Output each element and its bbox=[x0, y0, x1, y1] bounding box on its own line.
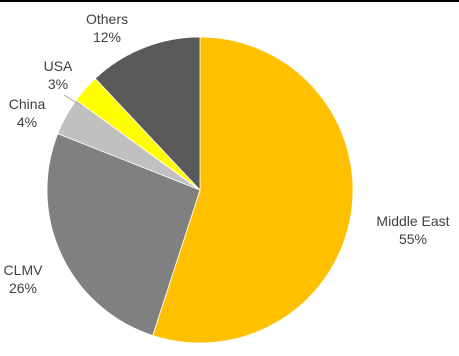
top-border-line bbox=[0, 0, 459, 2]
slice-value-label-usa: 3% bbox=[48, 76, 68, 92]
pie-slices bbox=[46, 36, 354, 344]
slice-label-others: Others bbox=[86, 11, 128, 27]
pie-slice-others bbox=[94, 36, 201, 192]
slice-value-label-middle-east: 55% bbox=[399, 231, 427, 247]
slice-labels: Middle East 55% CLMV 26% China 4% USA 3% Others 1… bbox=[4, 11, 450, 296]
pie-slice-clmv bbox=[46, 133, 201, 337]
slice-label-middle-east: Middle East bbox=[376, 213, 449, 229]
leader-line-usa bbox=[63, 94, 83, 107]
slice-label-usa: USA bbox=[44, 58, 73, 74]
slice-value-label-clmv: 26% bbox=[9, 280, 37, 296]
slice-label-china: China bbox=[9, 96, 46, 112]
pie-slice-middle-east bbox=[152, 36, 354, 344]
slice-label-clmv: CLMV bbox=[4, 262, 44, 278]
leader-lines bbox=[63, 94, 83, 107]
slice-value-label-china: 4% bbox=[17, 114, 37, 130]
slice-value-label-others: 12% bbox=[93, 29, 121, 45]
